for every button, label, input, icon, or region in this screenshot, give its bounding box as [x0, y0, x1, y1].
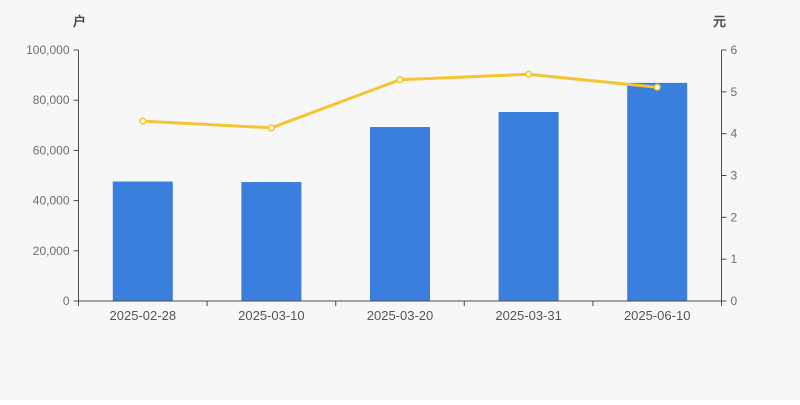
left-axis-tick-label: 40,000: [33, 194, 70, 208]
line-point-2025-06-10[interactable]: [653, 83, 661, 91]
bar-2025-03-20[interactable]: [370, 127, 430, 301]
right-axis-tick-label: 3: [731, 169, 738, 183]
line-point-2025-02-28[interactable]: [139, 117, 147, 125]
x-axis-label-2025-02-28: 2025-02-28: [110, 308, 177, 323]
right-axis-tick-label: 4: [731, 127, 738, 141]
bar-2025-03-10[interactable]: [241, 182, 302, 301]
line-point-2025-03-10[interactable]: [267, 124, 276, 132]
x-axis-label-2025-06-10: 2025-06-10: [624, 308, 691, 323]
right-axis-tick-label: 1: [731, 252, 738, 266]
bar-2025-06-10[interactable]: [627, 82, 688, 301]
line-point-2025-03-20[interactable]: [396, 76, 404, 84]
bar-2025-03-31[interactable]: [498, 111, 559, 301]
right-axis-tick-label: 5: [731, 85, 738, 99]
x-axis-label-2025-03-20: 2025-03-20: [367, 308, 434, 323]
left-axis-tick-label: 20,000: [33, 244, 70, 258]
right-axis-tick-label: 6: [731, 43, 738, 57]
left-axis-tick-label: 80,000: [33, 93, 70, 107]
x-axis-label-2025-03-10: 2025-03-10: [238, 308, 305, 323]
left-axis-tick-label: 60,000: [33, 143, 70, 157]
line-point-2025-03-31[interactable]: [524, 70, 533, 78]
left-axis-tick-label: 0: [63, 294, 70, 308]
left-axis-tick-label: 100,000: [26, 43, 70, 57]
bar-2025-02-28[interactable]: [112, 181, 173, 301]
right-axis-tick-label: 2: [731, 210, 738, 224]
right-axis-name: 元: [713, 14, 726, 29]
right-axis-tick-label: 0: [731, 294, 738, 308]
left-axis-name: 户: [73, 14, 86, 29]
x-axis-label-2025-03-31: 2025-03-31: [495, 308, 562, 323]
